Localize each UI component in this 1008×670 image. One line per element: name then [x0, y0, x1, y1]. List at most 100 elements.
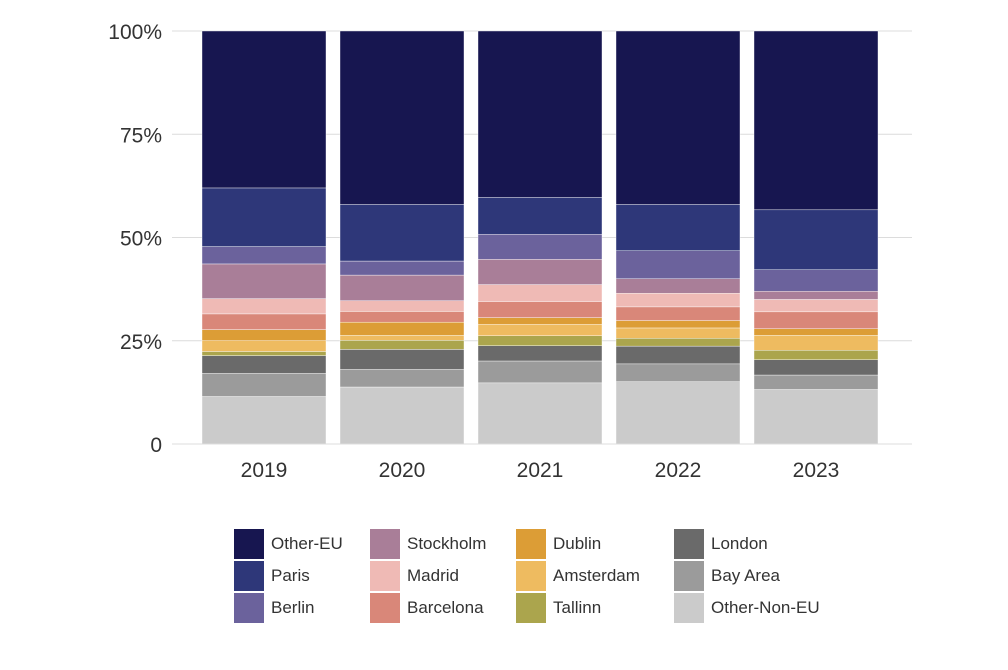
- bar-segment-stockholm-2022: [615, 278, 741, 294]
- bar-segment-paris-2020: [339, 204, 465, 262]
- legend-label: Other-EU: [271, 534, 343, 553]
- bar-segment-other-non-eu-2023: [753, 389, 879, 445]
- legend-item: Madrid: [370, 560, 459, 592]
- x-tick-label: 2020: [379, 459, 426, 482]
- x-tick-label: 2021: [517, 459, 564, 482]
- legend-label: Other-Non-EU: [711, 598, 820, 617]
- bar-segment-paris-2023: [753, 209, 879, 270]
- bar-segment-stockholm-2023: [753, 290, 879, 300]
- bar-segment-bay area-2019: [201, 373, 327, 397]
- legend-swatch: [516, 593, 546, 623]
- legend-label: Madrid: [407, 566, 459, 585]
- bar-segment-dublin-2019: [201, 329, 327, 341]
- bar-segment-paris-2022: [615, 204, 741, 251]
- x-tick-label: 2019: [241, 459, 288, 482]
- bar-segment-tallinn-2020: [339, 340, 465, 350]
- legend-label: London: [711, 534, 768, 553]
- bar-segment-madrid-2019: [201, 298, 327, 315]
- legend-item: Dublin: [516, 528, 601, 560]
- bar-segment-tallinn-2022: [615, 338, 741, 347]
- legend-swatch: [516, 529, 546, 559]
- bar-segment-other-eu-2021: [477, 30, 603, 198]
- bar-segment-berlin-2020: [339, 260, 465, 276]
- legend-swatch: [674, 561, 704, 591]
- bar-segment-paris-2021: [477, 197, 603, 235]
- bar-segment-tallinn-2023: [753, 350, 879, 360]
- bar-segment-other-non-eu-2022: [615, 381, 741, 445]
- legend-item: London: [674, 528, 768, 560]
- bar-segment-london-2023: [753, 359, 879, 376]
- bar-segment-london-2021: [477, 345, 603, 362]
- bar-segment-other-eu-2019: [201, 30, 327, 189]
- y-tick-label: 75%: [120, 124, 162, 147]
- bar-segment-amsterdam-2023: [753, 335, 879, 351]
- y-tick-label: 0: [150, 434, 162, 457]
- legend-swatch: [516, 561, 546, 591]
- legend-swatch: [370, 561, 400, 591]
- x-tick-label: 2022: [655, 459, 702, 482]
- bar-segment-bay area-2020: [339, 369, 465, 388]
- bar-segment-berlin-2022: [615, 250, 741, 280]
- bar-segment-barcelona-2023: [753, 311, 879, 329]
- bar-segment-dublin-2020: [339, 321, 465, 336]
- legend-item: Berlin: [234, 592, 314, 624]
- bar-segment-bay area-2023: [753, 374, 879, 390]
- bar-segment-barcelona-2021: [477, 301, 603, 318]
- bar-segment-tallinn-2021: [477, 335, 603, 346]
- bar-segment-barcelona-2022: [615, 306, 741, 321]
- legend-swatch: [370, 529, 400, 559]
- legend-label: Amsterdam: [553, 566, 640, 585]
- bar-segment-berlin-2023: [753, 269, 879, 292]
- legend-item: Other-Non-EU: [674, 592, 820, 624]
- bar-segment-berlin-2021: [477, 233, 603, 260]
- bar-segment-other-eu-2020: [339, 30, 465, 205]
- bar-segment-dublin-2021: [477, 317, 603, 325]
- legend-item: Tallinn: [516, 592, 601, 624]
- bar-segment-stockholm-2020: [339, 274, 465, 301]
- bar-segment-dublin-2022: [615, 320, 741, 329]
- bar-segment-barcelona-2019: [201, 313, 327, 330]
- bar-segment-dublin-2023: [753, 328, 879, 336]
- legend-label: Tallinn: [553, 598, 602, 617]
- chart-legend: Other-EU Paris Berlin Stockholm Madrid Barcel…: [234, 528, 854, 624]
- bar-segment-bay area-2021: [477, 360, 603, 384]
- legend-label: Berlin: [271, 598, 315, 617]
- legend-label: Stockholm: [407, 534, 487, 553]
- bar-segment-amsterdam-2021: [477, 324, 603, 336]
- bar-segment-london-2020: [339, 349, 465, 370]
- bar-segment-other-non-eu-2021: [477, 382, 603, 445]
- legend-swatch: [234, 561, 264, 591]
- bar-segment-berlin-2019: [201, 246, 327, 265]
- x-tick-label: 2023: [793, 459, 840, 482]
- legend-swatch: [674, 529, 704, 559]
- legend-label: Paris: [271, 566, 310, 585]
- bar-segment-bay area-2022: [615, 363, 741, 382]
- bar-segment-stockholm-2019: [201, 263, 327, 299]
- legend-label: Dublin: [553, 534, 602, 553]
- bar-segment-madrid-2022: [615, 293, 741, 308]
- bar-segment-amsterdam-2022: [615, 327, 741, 339]
- bar-segment-london-2019: [201, 355, 327, 374]
- bar-segment-barcelona-2020: [339, 311, 465, 323]
- bar-segment-amsterdam-2020: [339, 335, 465, 341]
- bar-segment-other-eu-2022: [615, 30, 741, 205]
- legend-item: Barcelona: [370, 592, 484, 624]
- stacked-bar-chart: 0 25% 50% 75% 100% 2019 2020 2021 2022 2023: [108, 21, 912, 482]
- legend-item: Paris: [234, 560, 310, 592]
- bar-segment-london-2022: [615, 345, 741, 365]
- bar-segment-other-eu-2023: [753, 30, 879, 211]
- y-tick-label: 100%: [108, 21, 162, 44]
- y-tick-label: 25%: [120, 331, 162, 354]
- legend-item: Amsterdam: [516, 560, 640, 592]
- legend-swatch: [234, 529, 264, 559]
- legend-item: Other-EU: [234, 528, 343, 560]
- legend-item: Stockholm: [370, 528, 486, 560]
- y-tick-label: 50%: [120, 228, 162, 251]
- legend-item: Bay Area: [674, 560, 780, 592]
- legend-swatch: [674, 593, 704, 623]
- bar-segment-other-non-eu-2019: [201, 396, 327, 445]
- legend-label: Barcelona: [407, 598, 484, 617]
- bar-segment-paris-2019: [201, 187, 327, 247]
- bar-segment-stockholm-2021: [477, 259, 603, 285]
- legend-swatch: [234, 593, 264, 623]
